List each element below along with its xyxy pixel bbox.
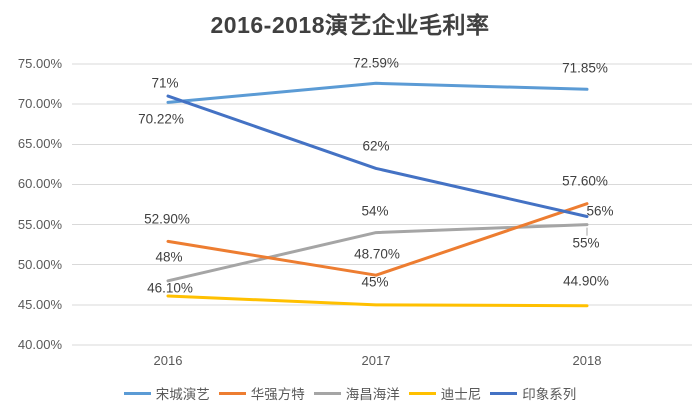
legend-label: 迪士尼 (440, 387, 482, 402)
data-label-迪士尼-2017: 45% (361, 274, 389, 290)
legend-swatch-icon (123, 391, 151, 395)
chart-title: 2016-2018演艺企业毛利率 (210, 12, 490, 38)
y-axis-tick-label: 40.00% (17, 337, 62, 352)
legend-label: 华强方特 (250, 387, 305, 402)
data-label-印象系列-2016: 71% (151, 75, 179, 91)
legend-label: 宋城演艺 (155, 387, 210, 402)
y-axis-tick-label: 50.00% (17, 256, 62, 272)
legend-item-华强方特: 华强方特 (218, 383, 305, 403)
data-label-宋城演艺-2017: 72.59% (353, 55, 399, 71)
y-axis-tick-label: 65.00% (17, 136, 62, 152)
legend-item-印象系列: 印象系列 (490, 383, 576, 403)
series-line-0 (166, 81, 589, 104)
data-label-海昌海洋-2016: 48% (155, 249, 183, 265)
series-line-3 (166, 294, 589, 308)
data-label-华强方特-2017: 48.70% (354, 246, 400, 262)
y-axis-tick-label: 75.00% (17, 56, 62, 71)
series-line-1 (166, 202, 589, 277)
data-label-印象系列-2018: 56% (586, 203, 614, 219)
x-axis-tick-label: 2017 (361, 353, 391, 368)
legend-swatch-icon (313, 391, 341, 395)
data-label-迪士尼-2016: 46.10% (147, 280, 193, 296)
data-label-迪士尼-2018: 44.90% (563, 273, 609, 289)
legend-item-迪士尼: 迪士尼 (408, 383, 482, 403)
data-label-宋城演艺-2018: 71.85% (562, 60, 608, 76)
data-label-宋城演艺-2016: 70.22% (138, 111, 184, 127)
legend-item-海昌海洋: 海昌海洋 (313, 383, 400, 403)
legend-swatch-icon (490, 391, 518, 395)
x-axis-tick-label: 2016 (153, 353, 183, 368)
y-axis-tick-label: 45.00% (17, 296, 62, 312)
legend-swatch-icon (408, 391, 436, 395)
legend-swatch-icon (218, 391, 246, 395)
y-axis-tick-label: 55.00% (17, 216, 62, 232)
data-label-海昌海洋-2017: 54% (361, 203, 389, 219)
data-label-海昌海洋-2018: 55% (572, 235, 600, 251)
legend-item-宋城演艺: 宋城演艺 (123, 383, 210, 403)
data-label-印象系列-2017: 62% (362, 138, 390, 154)
data-label-华强方特-2018: 57.60% (562, 173, 608, 189)
series-line-4 (166, 94, 589, 218)
legend-label: 海昌海洋 (345, 387, 400, 402)
y-axis-tick-label: 60.00% (17, 176, 62, 192)
y-axis-tick-label: 70.00% (17, 96, 62, 112)
x-axis-tick-label: 2018 (572, 353, 602, 368)
data-label-华强方特-2016: 52.90% (144, 211, 190, 227)
legend: 宋城演艺 华强方特 海昌海洋 迪士尼 印象系列 (0, 383, 700, 403)
legend-label: 印象系列 (522, 387, 577, 402)
